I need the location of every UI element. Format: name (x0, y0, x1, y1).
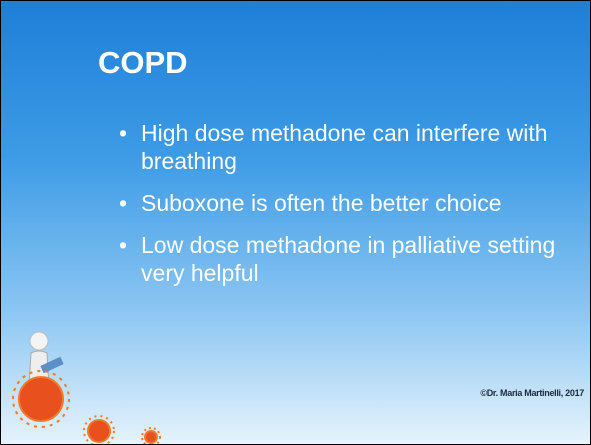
bullet: Low dose methadone in palliative setting… (119, 231, 571, 287)
bullet: Suboxone is often the better choice (119, 189, 571, 217)
slide-title: COPD (98, 45, 188, 81)
slide: COPD High dose methadone can interfere w… (0, 0, 591, 445)
virus (13, 371, 160, 444)
page: COPD High dose methadone can interfere w… (0, 0, 591, 445)
bullet-list: High dose methadone can interfere with b… (119, 119, 571, 301)
bullet: High dose methadone can interfere with b… (119, 119, 571, 175)
footer: ©Dr. Maria Martinelli, 2017 (480, 388, 584, 398)
